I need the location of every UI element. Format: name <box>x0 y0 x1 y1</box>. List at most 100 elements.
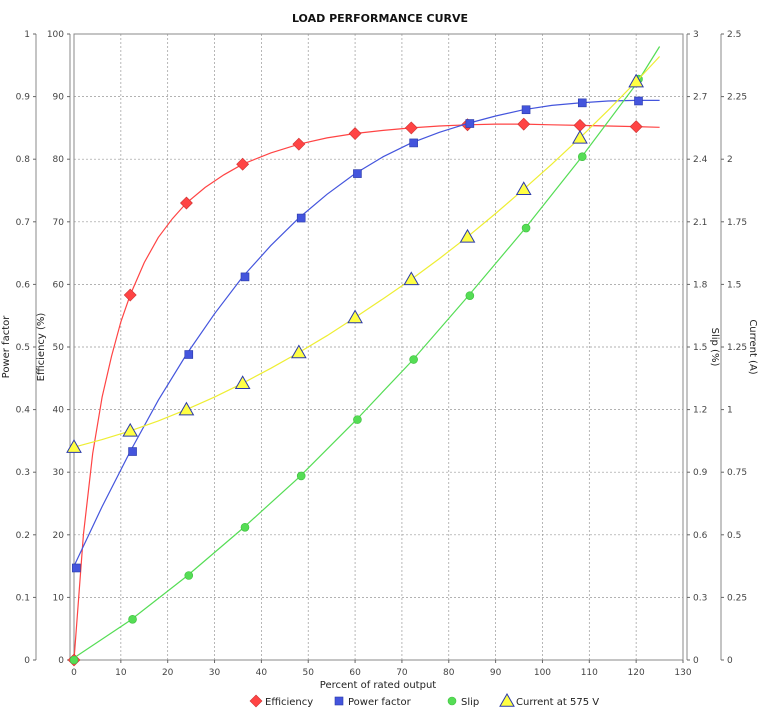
power-factor-point <box>128 447 137 456</box>
x-tick-label: 40 <box>256 668 268 678</box>
power-factor-tick-label: 0.9 <box>16 93 31 103</box>
slip-point <box>465 291 475 300</box>
slip-point <box>184 571 194 580</box>
power-factor-point <box>240 272 250 282</box>
power-factor-tick-label: 0.7 <box>16 218 30 228</box>
power-factor-point <box>353 169 362 178</box>
slip-tick-label: 0.9 <box>693 468 708 478</box>
current-tick-label: 2 <box>727 155 733 165</box>
series-power-factor <box>72 96 660 573</box>
current-at-575-v-point <box>122 422 139 437</box>
power-factor-point <box>634 96 643 106</box>
power-factor-axis-label: Power factor <box>1 315 12 379</box>
slip-tick-label: 2.4 <box>693 155 708 165</box>
slip-point <box>128 615 137 624</box>
efficiency-tick-label: 90 <box>53 93 65 103</box>
current-at-575-v-line <box>73 56 661 448</box>
plot-area <box>73 33 684 661</box>
x-axis-label: Percent of rated output <box>320 680 437 691</box>
grid <box>74 34 683 660</box>
slip-tick-label: 1.5 <box>693 343 707 353</box>
current-tick-label: 0 <box>727 656 733 666</box>
efficiency-tick-label: 20 <box>53 531 65 541</box>
power-factor-point <box>72 563 81 573</box>
current-at-575-v-point <box>515 181 532 195</box>
power-factor-tick-label: 0.8 <box>16 155 31 165</box>
series-efficiency <box>67 117 660 667</box>
efficiency-line <box>73 123 660 661</box>
x-tick-label: 50 <box>303 668 315 678</box>
efficiency-tick-label: 40 <box>53 406 65 416</box>
x-tick-label: 30 <box>209 668 221 678</box>
slip-line <box>73 46 661 659</box>
x-tick-label: 110 <box>581 668 598 678</box>
legend-marker <box>334 696 344 706</box>
efficiency-tick-label: 70 <box>53 218 65 228</box>
legend-label: Current at 575 V <box>516 697 599 708</box>
efficiency-point <box>348 127 362 140</box>
current-at-575-v-point <box>290 344 307 359</box>
power-factor-point <box>296 213 306 223</box>
current-at-575-v-point <box>178 401 195 416</box>
slip-point <box>521 223 531 233</box>
efficiency-tick-label: 60 <box>53 280 65 290</box>
x-tick-label: 20 <box>162 668 174 678</box>
chart-title: LOAD PERFORMANCE CURVE <box>292 12 468 25</box>
x-tick-label: 120 <box>628 668 645 678</box>
legend-label: Efficiency <box>265 697 313 708</box>
x-tick-label: 90 <box>490 668 502 678</box>
current-at-575-v-point <box>572 129 588 144</box>
efficiency-tick-label: 50 <box>53 343 65 353</box>
legend-marker <box>499 692 515 707</box>
current-tick-label: 0.5 <box>727 531 741 541</box>
efficiency-tick-label: 30 <box>53 468 65 478</box>
legend-marker <box>249 694 263 708</box>
power-factor-tick-label: 0.4 <box>16 406 31 416</box>
series-slip <box>69 46 661 665</box>
power-factor-point <box>465 119 475 128</box>
slip-tick-label: 2.7 <box>693 93 707 103</box>
current-tick-label: 2.25 <box>727 93 747 103</box>
legend-label: Power factor <box>348 697 412 708</box>
power-factor-tick-label: 1 <box>24 30 30 40</box>
slip-tick-label: 0 <box>693 656 699 666</box>
x-tick-label: 10 <box>115 668 127 678</box>
current-at-575-v-point <box>403 271 420 286</box>
power-factor-tick-label: 0.1 <box>16 593 30 603</box>
legend-item-current-at-575-v: Current at 575 V <box>499 692 599 708</box>
current-tick-label: 0.75 <box>727 468 747 478</box>
slip-tick-label: 0.3 <box>693 593 707 603</box>
efficiency-tick-label: 80 <box>53 155 65 165</box>
efficiency-axis-label: Efficiency (%) <box>36 313 47 382</box>
current-at-575-v-point <box>234 375 251 390</box>
efficiency-tick-label: 0 <box>58 656 64 666</box>
efficiency-point <box>123 288 137 302</box>
current-at-575-v-point <box>459 228 476 243</box>
legend-item-power-factor: Power factor <box>334 696 412 708</box>
slip-tick-label: 3 <box>693 30 699 40</box>
power-factor-tick-label: 0.3 <box>16 468 30 478</box>
efficiency-tick-label: 10 <box>53 593 65 603</box>
legend: Efficiency Power factor Slip Current at 575… <box>249 692 599 708</box>
efficiency-point <box>573 118 587 132</box>
power-factor-point <box>409 138 418 148</box>
efficiency-point <box>517 117 531 131</box>
slip-tick-label: 2.1 <box>693 218 707 228</box>
current-tick-label: 1 <box>727 406 733 416</box>
power-factor-tick-label: 0.5 <box>16 343 30 353</box>
power-factor-point <box>577 98 587 108</box>
slip-tick-label: 1.2 <box>693 406 707 416</box>
legend-item-efficiency: Efficiency <box>249 694 313 708</box>
slip-point <box>296 471 306 481</box>
power-factor-tick-label: 0.6 <box>16 280 31 290</box>
axes: 0 10 20 30 40 50 60 70 80 90 100 110 120 13000.10.20.… <box>16 30 747 678</box>
x-tick-label: 70 <box>396 668 408 678</box>
efficiency-point <box>180 196 193 210</box>
efficiency-tick-label: 100 <box>47 30 64 40</box>
slip-point <box>577 152 587 161</box>
x-tick-label: 130 <box>674 668 691 678</box>
efficiency-point <box>292 137 306 151</box>
power-factor-tick-label: 0 <box>24 656 30 666</box>
series-layer <box>66 46 661 667</box>
power-factor-line <box>73 99 660 567</box>
